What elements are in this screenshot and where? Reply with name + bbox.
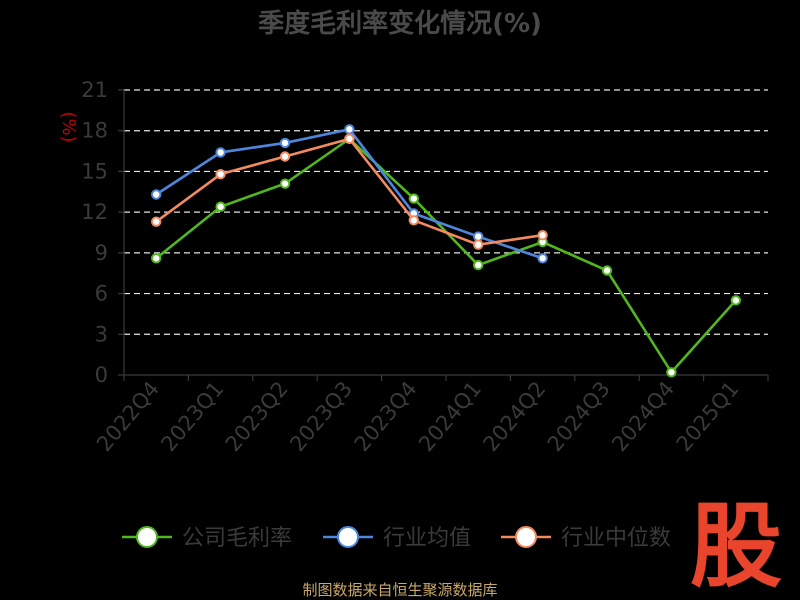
data-point bbox=[601, 265, 613, 276]
legend-marker bbox=[515, 526, 537, 548]
y-tick-label: 18 bbox=[81, 119, 108, 143]
data-point bbox=[151, 253, 162, 264]
y-tick-label: 9 bbox=[95, 241, 108, 265]
data-point bbox=[473, 239, 484, 250]
data-point bbox=[344, 124, 355, 135]
legend: 公司毛利率 行业均值 行业中位数 bbox=[122, 526, 671, 551]
data-point bbox=[279, 178, 291, 189]
y-tick-label: 6 bbox=[95, 282, 108, 306]
data-point bbox=[215, 168, 226, 180]
x-tick-label: 2023Q3 bbox=[285, 377, 357, 456]
data-point bbox=[151, 189, 162, 200]
data-point bbox=[537, 230, 548, 241]
x-tick-label: 2024Q4 bbox=[607, 377, 679, 456]
data-point bbox=[473, 259, 484, 271]
logo-watermark: 股 bbox=[690, 493, 782, 600]
data-point bbox=[215, 147, 226, 158]
legend-label: 行业中位数 bbox=[561, 526, 671, 551]
legend-label: 行业均值 bbox=[383, 526, 471, 551]
y-tick-label: 21 bbox=[81, 78, 108, 102]
series-line bbox=[155, 137, 737, 375]
data-point bbox=[344, 133, 355, 145]
data-point bbox=[666, 367, 677, 378]
y-tick-label: 12 bbox=[81, 200, 108, 224]
legend-label: 公司毛利率 bbox=[182, 526, 292, 551]
axes bbox=[118, 89, 769, 381]
y-axis-unit: (%) bbox=[58, 111, 79, 142]
x-tick-label: 2024Q1 bbox=[414, 377, 486, 456]
data-point bbox=[279, 151, 291, 162]
x-tick-label: 2023Q4 bbox=[350, 377, 422, 456]
y-tick-label: 3 bbox=[95, 322, 108, 346]
y-tick-labels: 0 3 6 9 12 15 18 21 bbox=[81, 78, 108, 387]
series-line bbox=[155, 137, 543, 247]
data-point bbox=[730, 295, 741, 306]
series-lines bbox=[151, 124, 741, 378]
x-tick-labels: 2022Q42023Q12023Q22023Q32023Q42024Q12024… bbox=[92, 377, 744, 456]
y-tick-label: 15 bbox=[81, 159, 108, 183]
x-tick-label: 2024Q2 bbox=[478, 377, 550, 456]
x-tick-label: 2024Q3 bbox=[543, 377, 615, 456]
x-tick-label: 2022Q4 bbox=[92, 377, 164, 456]
series-line bbox=[155, 127, 544, 260]
chart-title: 季度毛利率变化情况(%) bbox=[258, 8, 542, 39]
legend-marker bbox=[136, 526, 158, 548]
data-point bbox=[215, 201, 226, 212]
data-point bbox=[408, 215, 419, 226]
data-point bbox=[408, 193, 419, 204]
grid-lines bbox=[124, 89, 768, 335]
y-tick-label: 0 bbox=[95, 363, 108, 387]
data-point bbox=[537, 253, 548, 264]
x-tick-label: 2023Q2 bbox=[221, 377, 293, 456]
data-point bbox=[473, 231, 484, 242]
data-point bbox=[151, 216, 162, 227]
legend-marker bbox=[337, 526, 359, 548]
x-tick-label: 2023Q1 bbox=[156, 377, 228, 456]
x-tick-label: 2025Q1 bbox=[672, 377, 744, 456]
data-point bbox=[279, 137, 291, 149]
source-note: 制图数据来自恒生聚源数据库 bbox=[302, 581, 497, 599]
